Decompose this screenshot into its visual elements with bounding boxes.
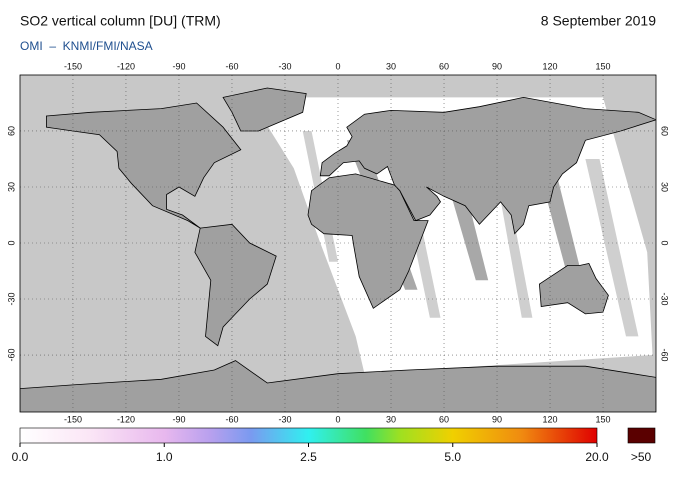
colorbar-overflow-label: >50 [631,450,652,464]
lon-tick-label-top: 90 [492,61,502,71]
landmass [538,263,609,315]
lat-tick-label-right: 60 [660,126,670,136]
landmass [319,96,656,235]
date: 8 September 2019 [541,13,656,29]
lat-tick-label-right: 0 [660,240,670,245]
lon-tick-label-bottom: -120 [117,414,135,424]
lon-tick-label-bottom: 60 [439,414,449,424]
colorbar-label: 20.0 [585,450,609,464]
landmass [46,102,242,229]
lon-tick-label-top: 30 [386,61,396,71]
lat-tick-label-right: -30 [660,293,670,306]
colorbar-label: 1.0 [156,450,173,464]
lon-tick-label-top: -30 [278,61,291,71]
lon-tick-label-top: -60 [225,61,238,71]
map [20,75,656,412]
landmass [222,87,307,132]
lat-tick-label-left: -60 [6,349,16,362]
source: OMI – KNMI/FMI/NASA [20,39,153,53]
lat-tick-label-right: 30 [660,182,670,192]
lon-tick-label-bottom: 0 [335,414,340,424]
colorbar [19,427,598,444]
lon-tick-label-top: -150 [64,61,82,71]
lon-tick-label-top: -90 [172,61,185,71]
map-frame [19,74,657,413]
lon-tick-label-top: 60 [439,61,449,71]
lon-tick-label-top: 120 [543,61,558,71]
lon-tick-label-bottom: 150 [596,414,611,424]
title: SO2 vertical column [DU] (TRM) [20,13,221,29]
lon-tick-label-bottom: -150 [64,414,82,424]
lon-tick-label-bottom: -60 [225,414,238,424]
lon-tick-label-bottom: 90 [492,414,502,424]
colorbar-label: 0.0 [12,450,29,464]
landmass [194,223,277,347]
lon-tick-label-top: -120 [117,61,135,71]
lon-tick-label-top: 150 [596,61,611,71]
lon-tick-label-bottom: -90 [172,414,185,424]
lat-tick-label-left: 30 [6,182,16,192]
lat-tick-label-left: 0 [6,240,16,245]
lat-tick-label-left: 60 [6,126,16,136]
colorbar-overflow [627,427,656,444]
lon-tick-label-bottom: -30 [278,414,291,424]
colorbar-label: 5.0 [444,450,461,464]
lon-tick-label-bottom: 120 [543,414,558,424]
lon-tick-label-bottom: 30 [386,414,396,424]
lon-tick-label-top: 0 [335,61,340,71]
lat-tick-label-right: -60 [660,349,670,362]
lat-tick-label-left: -30 [6,293,16,306]
colorbar-label: 2.5 [300,450,317,464]
swath-gap [585,159,639,337]
